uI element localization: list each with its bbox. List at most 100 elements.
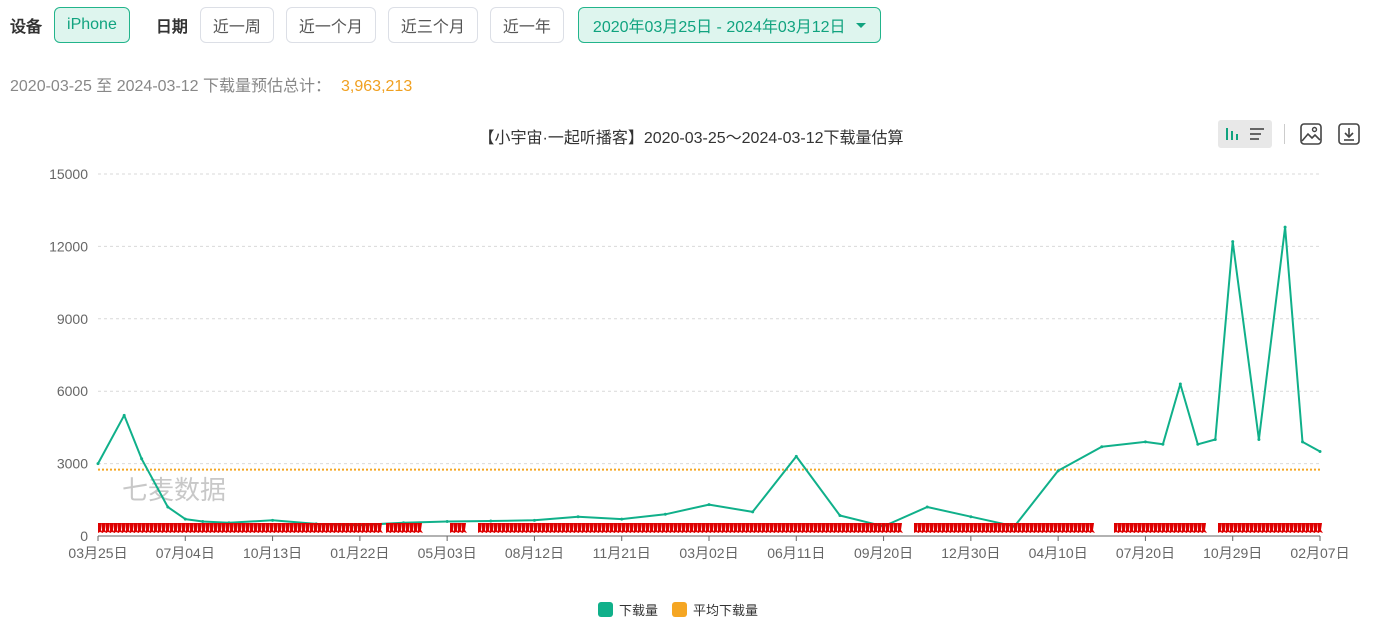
marker-point bbox=[326, 523, 331, 533]
marker-point bbox=[634, 523, 639, 533]
marker-point bbox=[1290, 523, 1295, 533]
marker-point bbox=[278, 523, 283, 533]
date-range-picker[interactable]: 2020年03月25日 - 2024年03月12日 bbox=[577, 7, 881, 43]
marker-point bbox=[1174, 523, 1179, 533]
x-tick-label: 04月10日 bbox=[1029, 545, 1088, 561]
downloads-point bbox=[663, 512, 667, 516]
marker-point bbox=[102, 523, 107, 533]
downloads-point bbox=[1231, 240, 1235, 244]
preset-year-button[interactable]: 近一年 bbox=[489, 7, 564, 43]
marker-point bbox=[226, 523, 231, 533]
marker-point bbox=[138, 523, 143, 533]
download-icon[interactable] bbox=[1335, 120, 1363, 148]
marker-point bbox=[1014, 523, 1019, 533]
marker-point bbox=[1230, 523, 1235, 533]
marker-point bbox=[410, 523, 415, 533]
marker-point bbox=[794, 523, 799, 533]
marker-point bbox=[702, 523, 707, 533]
marker-point bbox=[782, 523, 787, 533]
marker-point bbox=[1274, 523, 1279, 533]
summary-total: 3,963,213 bbox=[341, 78, 413, 95]
marker-point bbox=[834, 523, 839, 533]
downloads-point bbox=[1257, 437, 1261, 441]
marker-point bbox=[194, 523, 199, 533]
marker-point bbox=[214, 523, 219, 533]
marker-point bbox=[710, 523, 715, 533]
marker-point bbox=[454, 523, 459, 533]
downloads-point bbox=[969, 515, 973, 519]
marker-point bbox=[498, 523, 503, 533]
marker-point bbox=[678, 523, 683, 533]
marker-point bbox=[154, 523, 159, 533]
marker-point bbox=[510, 523, 515, 533]
bar-chart-icon[interactable] bbox=[1224, 125, 1242, 143]
downloads-point bbox=[707, 503, 711, 507]
marker-point bbox=[1226, 523, 1231, 533]
marker-point bbox=[770, 523, 775, 533]
marker-point bbox=[134, 523, 139, 533]
marker-point bbox=[854, 523, 859, 533]
marker-point bbox=[970, 523, 975, 533]
downloads-point bbox=[140, 457, 144, 461]
marker-point bbox=[258, 523, 263, 533]
marker-point bbox=[1022, 523, 1027, 533]
marker-point bbox=[950, 523, 955, 533]
marker-point bbox=[594, 523, 599, 533]
chart-type-toggle[interactable] bbox=[1218, 120, 1272, 148]
list-icon[interactable] bbox=[1248, 125, 1266, 143]
marker-point bbox=[494, 523, 499, 533]
marker-point bbox=[706, 523, 711, 533]
preset-three-months-button[interactable]: 近三个月 bbox=[387, 7, 478, 43]
marker-point bbox=[886, 523, 891, 533]
marker-point bbox=[790, 523, 795, 533]
marker-point bbox=[798, 523, 803, 533]
marker-point bbox=[350, 523, 355, 533]
device-iphone-button[interactable]: iPhone bbox=[54, 7, 130, 43]
marker-point bbox=[1054, 523, 1059, 533]
marker-point bbox=[366, 523, 371, 533]
marker-point bbox=[578, 523, 583, 533]
marker-point bbox=[586, 523, 591, 533]
marker-point bbox=[342, 523, 347, 533]
marker-point bbox=[146, 523, 151, 533]
marker-point bbox=[686, 523, 691, 533]
marker-point bbox=[222, 523, 227, 533]
marker-point bbox=[530, 523, 535, 533]
marker-point bbox=[126, 523, 131, 533]
marker-point bbox=[806, 523, 811, 533]
marker-point bbox=[354, 523, 359, 533]
marker-point bbox=[646, 523, 651, 533]
marker-point bbox=[306, 523, 311, 533]
marker-point bbox=[266, 523, 271, 533]
marker-point bbox=[918, 523, 923, 533]
marker-point bbox=[742, 523, 747, 533]
marker-point bbox=[398, 523, 403, 533]
marker-point bbox=[286, 523, 291, 533]
marker-point bbox=[378, 523, 383, 533]
marker-point bbox=[198, 523, 203, 533]
marker-point bbox=[482, 523, 487, 533]
marker-point bbox=[862, 523, 867, 533]
marker-point bbox=[406, 523, 411, 533]
marker-point bbox=[570, 523, 575, 533]
legend-item-downloads[interactable]: 下载量 bbox=[598, 600, 658, 619]
marker-point bbox=[1314, 523, 1319, 533]
legend-item-average[interactable]: 平均下载量 bbox=[672, 600, 758, 619]
marker-point bbox=[894, 523, 899, 533]
image-icon[interactable] bbox=[1297, 120, 1325, 148]
marker-point bbox=[602, 523, 607, 533]
marker-point bbox=[250, 523, 255, 533]
downloads-point bbox=[1143, 440, 1147, 444]
marker-point bbox=[162, 523, 167, 533]
marker-point bbox=[562, 523, 567, 533]
downloads-point bbox=[271, 518, 275, 522]
marker-point bbox=[386, 523, 391, 533]
marker-point bbox=[122, 523, 127, 533]
preset-month-button[interactable]: 近一个月 bbox=[285, 7, 376, 43]
preset-week-button[interactable]: 近一周 bbox=[199, 7, 274, 43]
marker-point bbox=[866, 523, 871, 533]
marker-point bbox=[874, 523, 879, 533]
marker-point bbox=[830, 523, 835, 533]
marker-point bbox=[1074, 523, 1079, 533]
marker-point bbox=[294, 523, 299, 533]
